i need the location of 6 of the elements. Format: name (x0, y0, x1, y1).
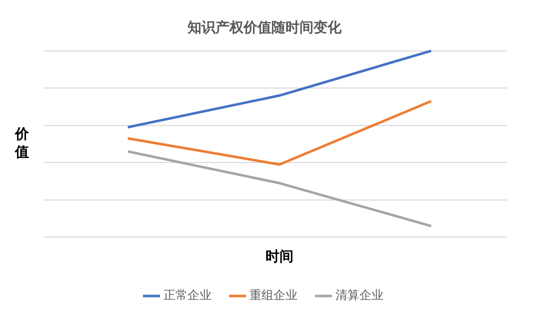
legend-label: 重组企业 (250, 288, 298, 302)
y-axis-title: 价值 (14, 126, 30, 161)
legend-label: 清算企业 (336, 288, 384, 302)
legend-label: 正常企业 (164, 288, 212, 302)
chart-title: 知识产权价值随时间变化 (186, 19, 342, 36)
x-axis-title: 时间 (266, 249, 294, 266)
